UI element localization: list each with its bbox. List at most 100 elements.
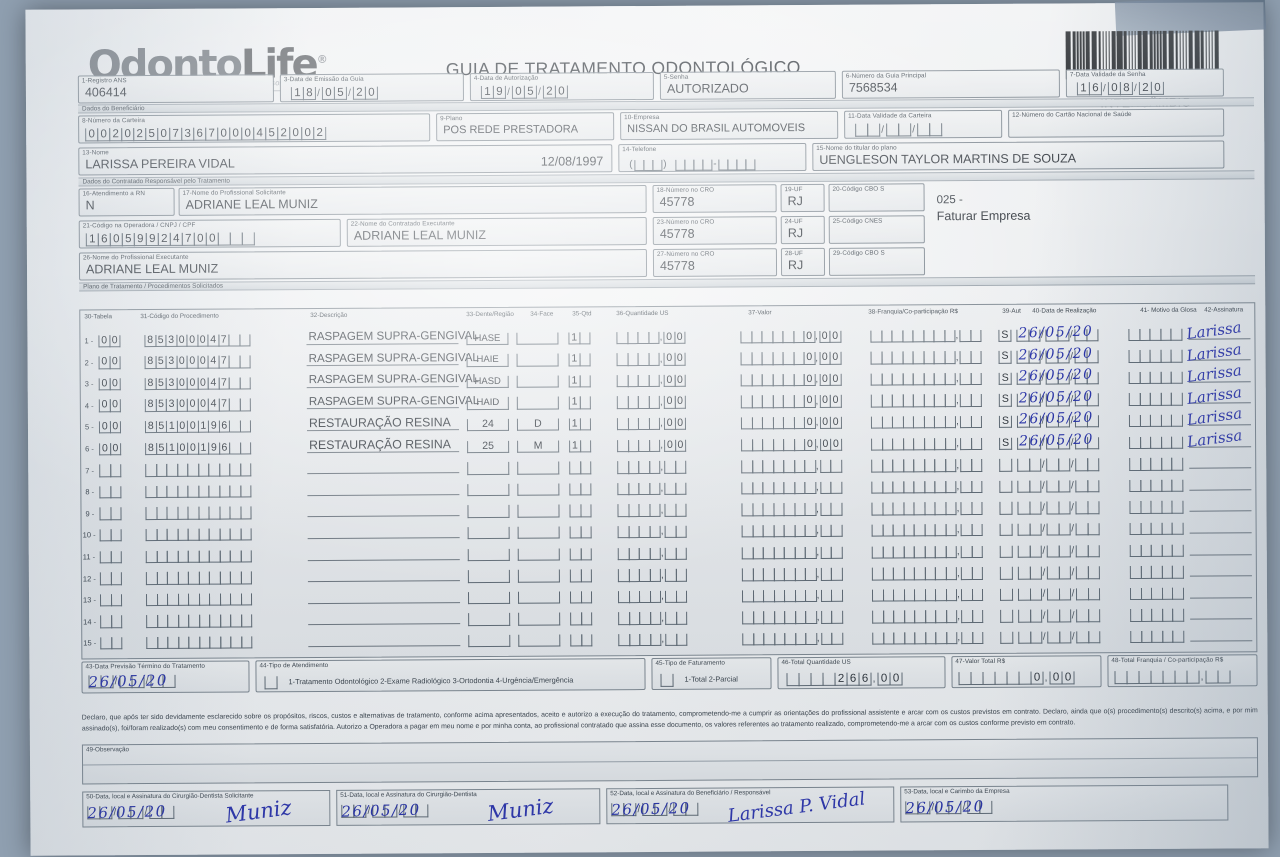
cell-franquia[interactable]: , — [871, 478, 983, 494]
cell-motivo-glosa[interactable] — [1130, 628, 1184, 644]
cell-data-realizacao[interactable]: / / — [1018, 629, 1101, 645]
field-cbo-profissional-executante[interactable]: 29-Código CBO S — [828, 247, 926, 276]
field-plano[interactable]: 9-Plano POS REDE PRESTADORA — [436, 112, 615, 142]
cell-dente[interactable] — [468, 632, 511, 648]
cell-quantidade-us[interactable]: , — [617, 502, 687, 517]
cell-comb[interactable] — [145, 591, 253, 607]
field-uf-profissional-executante[interactable]: 28-UF RJ — [780, 247, 826, 277]
cell-comb[interactable] — [99, 462, 122, 477]
cell-comb[interactable] — [99, 570, 122, 585]
field-cbo-solicitante[interactable]: 20-Código CBO S — [828, 183, 925, 212]
cell-face[interactable]: D — [516, 416, 560, 432]
field-tipo-faturamento[interactable]: 45-Tipo de Faturamento 1-Total 2-Parcial — [651, 657, 772, 690]
field-telefone[interactable]: 14-Telefone () - — [618, 143, 807, 173]
cell-quantidade-us[interactable]: , — [617, 545, 687, 561]
cell-comb[interactable]: 1 — [568, 416, 592, 431]
cell-comb[interactable] — [569, 545, 592, 561]
cell-comb[interactable] — [99, 591, 123, 607]
cell-motivo-glosa[interactable] — [1129, 499, 1184, 514]
tipo-faturamento-checkbox[interactable] — [660, 672, 674, 687]
cell-valor[interactable]: , — [742, 630, 843, 646]
cell-comb[interactable]: 1 — [568, 329, 591, 345]
cell-aut[interactable]: S — [998, 327, 1012, 342]
cell-face[interactable] — [516, 373, 559, 388]
cell-comb[interactable] — [100, 635, 123, 650]
cell-comb[interactable] — [145, 483, 252, 499]
cell-aut[interactable] — [999, 564, 1013, 580]
field-tipo-atendimento[interactable]: 44-Tipo de Atendimento 1-Tratamento Odon… — [255, 658, 646, 693]
cell-quantidade-us[interactable]: , — [617, 458, 687, 474]
cell-quantidade-us[interactable]: , — [618, 610, 688, 625]
field-codigo-cnes[interactable]: 25-Código CNES — [828, 215, 925, 244]
cell-face[interactable] — [516, 330, 559, 345]
cell-comb[interactable] — [569, 481, 592, 496]
cell-franquia[interactable]: , — [871, 457, 983, 473]
cell-franquia[interactable]: , — [871, 586, 984, 602]
cell-quantidade-us[interactable]: , — [617, 480, 687, 496]
cell-franquia[interactable]: , — [870, 392, 982, 408]
field-validade-carteira[interactable]: 11-Data Validade da Carteira / / — [844, 109, 1003, 139]
cell-data-realizacao[interactable]: / / — [1017, 542, 1100, 558]
cell-aut[interactable] — [1000, 629, 1014, 645]
cell-comb[interactable] — [145, 569, 252, 585]
cell-comb[interactable] — [569, 589, 593, 604]
cell-comb[interactable]: 1 — [568, 394, 591, 410]
cell-dente[interactable]: 25 — [467, 438, 510, 454]
cell-franquia[interactable]: , — [870, 413, 983, 430]
cell-franquia[interactable]: , — [870, 370, 982, 386]
cell-comb[interactable] — [146, 612, 253, 628]
cell-comb[interactable] — [145, 504, 252, 520]
cell-data-realizacao[interactable]: / / — [1018, 607, 1101, 623]
cell-quantidade-us[interactable]: , — [617, 523, 687, 539]
cell-franquia[interactable]: , — [870, 349, 982, 365]
cell-comb[interactable] — [99, 483, 122, 499]
field-empresa[interactable]: 10-Empresa NISSAN DO BRASIL AUTOMOVEIS — [620, 110, 839, 141]
cell-motivo-glosa[interactable] — [1129, 455, 1183, 471]
cell-motivo-glosa[interactable] — [1128, 412, 1183, 428]
field-nome-beneficiario[interactable]: 13-Nome LARISSA PEREIRA VIDAL 12/08/1997 — [78, 144, 613, 176]
cell-quantidade-us[interactable]: , — [617, 588, 688, 604]
cell-quantidade-us[interactable]: , — [618, 631, 688, 647]
total-franquia-comb[interactable]: , — [1114, 668, 1231, 685]
cell-face[interactable] — [516, 351, 559, 367]
cell-face[interactable] — [517, 546, 560, 561]
field-senha[interactable]: 5-Senha AUTORIZADO — [659, 70, 836, 100]
cell-aut[interactable] — [999, 478, 1013, 494]
cell-dente[interactable] — [468, 611, 511, 626]
cell-motivo-glosa[interactable] — [1128, 326, 1182, 342]
cell-valor[interactable]: , — [741, 565, 843, 582]
cell-valor[interactable]: , — [741, 544, 843, 560]
cell-dente[interactable] — [467, 589, 511, 605]
field-atendimento-rn[interactable]: 16-Atendimento a RN N — [78, 187, 175, 217]
cell-dente[interactable] — [467, 524, 510, 540]
field-numero-guia-principal[interactable]: 6-Número da Guia Principal 7568534 — [841, 69, 1060, 99]
cell-motivo-glosa[interactable] — [1130, 607, 1184, 622]
cell-comb[interactable]: 1 — [568, 351, 591, 367]
field-contratado-executante[interactable]: 22-Nome do Contratado Executante ADRIANE… — [346, 216, 647, 247]
cell-comb[interactable] — [570, 610, 593, 626]
cell-valor[interactable]: , — [741, 501, 843, 517]
cell-franquia[interactable]: , — [871, 543, 983, 559]
cell-face[interactable] — [517, 524, 560, 540]
cell-motivo-glosa[interactable] — [1129, 563, 1184, 579]
cell-data-realizacao[interactable]: / / — [1017, 564, 1100, 580]
cell-aut[interactable]: S — [998, 370, 1012, 386]
cell-comb[interactable] — [145, 547, 252, 564]
cell-comb[interactable] — [99, 548, 122, 564]
cell-comb[interactable]: 1 — [569, 437, 592, 453]
